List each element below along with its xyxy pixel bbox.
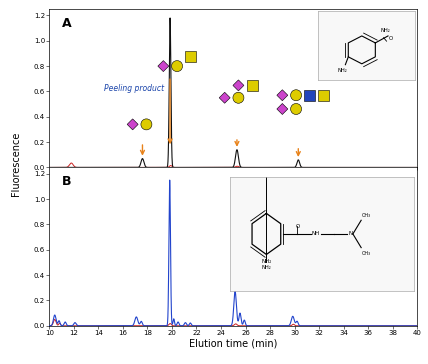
Ellipse shape (172, 60, 183, 72)
Text: A: A (62, 17, 72, 30)
Bar (247, 80, 258, 91)
Ellipse shape (233, 92, 244, 103)
Ellipse shape (291, 103, 302, 115)
Polygon shape (158, 60, 169, 72)
Text: Fluorescence: Fluorescence (11, 132, 21, 196)
Polygon shape (219, 92, 230, 103)
Text: Peeling product: Peeling product (104, 84, 164, 94)
Ellipse shape (291, 90, 302, 101)
X-axis label: Elution time (min): Elution time (min) (189, 339, 277, 349)
Polygon shape (127, 119, 138, 130)
Ellipse shape (141, 119, 152, 130)
Polygon shape (277, 103, 288, 115)
Polygon shape (277, 90, 288, 101)
Bar (304, 90, 315, 101)
Bar (318, 90, 329, 101)
Polygon shape (233, 80, 244, 91)
Bar (185, 51, 196, 62)
Text: B: B (62, 175, 71, 188)
